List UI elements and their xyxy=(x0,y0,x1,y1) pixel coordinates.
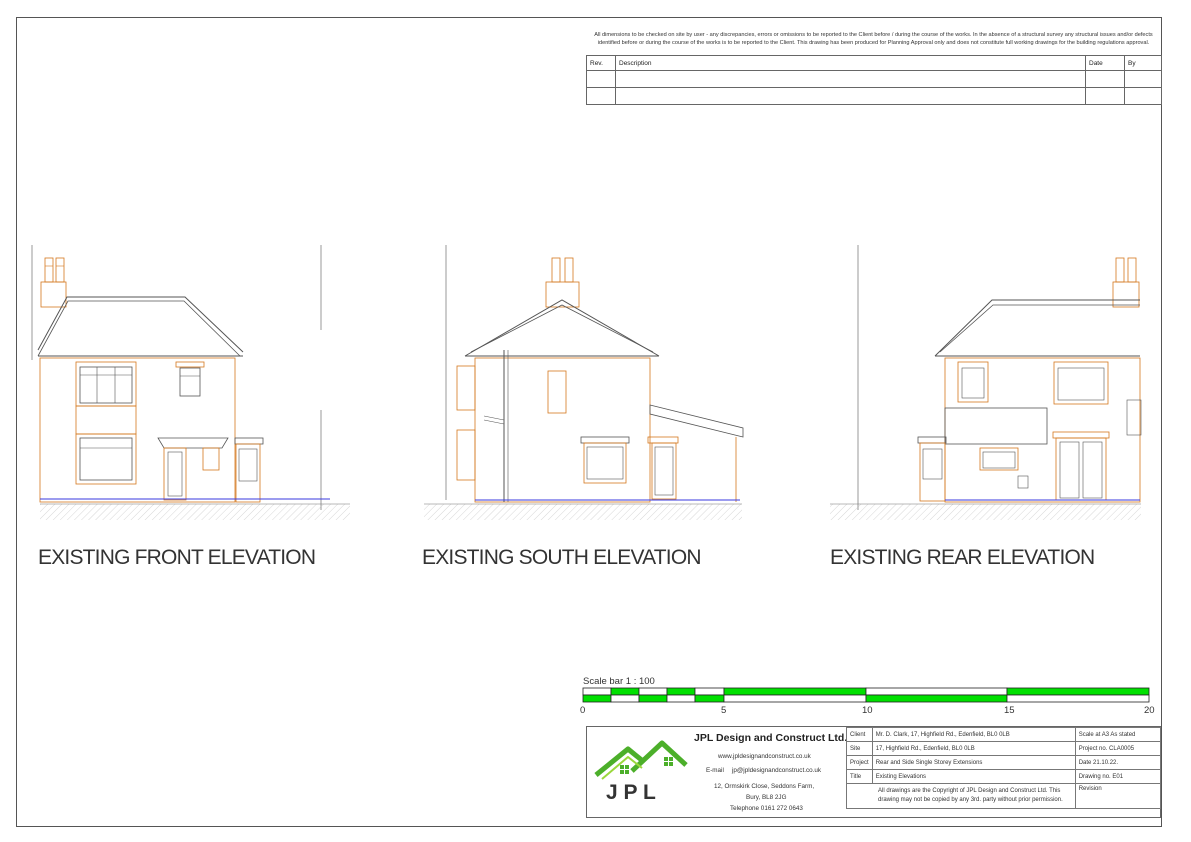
copyright-notice: All drawings are the Copyright of JPL De… xyxy=(846,783,1076,809)
disclaimer-notes: All dimensions to be checked on site by … xyxy=(586,31,1161,54)
client-value: Mr. D. Clark, 17, Highfield Rd., Edenfie… xyxy=(871,727,1076,742)
copyright-line-1: All drawings are the Copyright of JPL De… xyxy=(878,788,1061,794)
client-label: Client xyxy=(846,727,873,742)
address-line-1: 12, Ormskirk Close, Seddons Farm, xyxy=(714,783,815,790)
chimney xyxy=(545,257,580,308)
south-elevation-title: EXISTING SOUTH ELEVATION xyxy=(422,546,702,569)
date-value: Date 21.10.22. xyxy=(1074,755,1162,770)
scale-bar-label: Scale bar 1 : 100 xyxy=(583,676,655,687)
front-porch xyxy=(157,437,229,501)
logo-text: J P L xyxy=(606,781,656,804)
chimney xyxy=(1112,257,1140,308)
revision-value: Revision xyxy=(1074,783,1162,809)
drawing-number: Drawing no. E01 xyxy=(1074,769,1162,784)
scale-tick-20: 20 xyxy=(1144,705,1155,716)
jpl-logo: J P L xyxy=(594,740,688,804)
lower-bay-window xyxy=(75,433,137,485)
front-elevation xyxy=(31,245,350,520)
upper-bay-window xyxy=(75,361,137,407)
project-number: Project no. CLA0005 xyxy=(1074,741,1162,756)
email-label: E-mail xyxy=(706,767,724,774)
disclaimer-line-1: All dimensions to be checked on site by … xyxy=(594,32,1153,38)
title-block xyxy=(586,726,1161,818)
scale-tick-15: 15 xyxy=(1004,705,1015,716)
project-info-table: Client Mr. D. Clark, 17, Highfield Rd., … xyxy=(846,727,1162,809)
title-label: Title xyxy=(846,769,873,784)
company-name: JPL Design and Construct Ltd. xyxy=(694,732,848,744)
company-website[interactable]: www.jpldesignandconstruct.co.uk xyxy=(718,753,811,760)
title-value: Existing Elevations xyxy=(871,769,1076,784)
company-email[interactable]: jp@jpldesignandconstruct.co.uk xyxy=(732,767,822,774)
scale-value: Scale at A3 As stated xyxy=(1074,727,1162,742)
patio-doors xyxy=(1052,431,1110,501)
revision-table: Rev. Description Date By xyxy=(586,55,1162,105)
side-window xyxy=(580,436,630,484)
company-telephone: Telephone 0161 272 0643 xyxy=(730,805,803,812)
lean-to-extension xyxy=(647,404,744,502)
scale-bar xyxy=(582,687,1150,703)
chimney xyxy=(40,257,67,308)
disclaimer-line-2: identified before or during the course o… xyxy=(597,40,1150,46)
site-value: 17, Highfield Rd., Edenfield, BL0 0LB xyxy=(871,741,1076,756)
side-extension-rear xyxy=(917,436,947,502)
scale-tick-0: 0 xyxy=(580,705,586,716)
copyright-line-2: drawing may not be copied by any 3rd. pa… xyxy=(878,797,1063,803)
south-elevation xyxy=(424,245,744,520)
drawing-border xyxy=(16,17,1162,827)
rear-elevation-title: EXISTING REAR ELEVATION xyxy=(830,546,1095,569)
front-elevation-title: EXISTING FRONT ELEVATION xyxy=(38,546,316,569)
small-window xyxy=(175,361,205,397)
address-line-2: Bury, BL8 2JG xyxy=(746,794,787,801)
project-value: Rear and Side Single Storey Extensions xyxy=(871,755,1076,770)
scale-tick-5: 5 xyxy=(721,705,727,716)
side-extension-front xyxy=(234,437,264,503)
scale-tick-10: 10 xyxy=(862,705,873,716)
project-label: Project xyxy=(846,755,873,770)
rear-elevation xyxy=(830,245,1142,520)
site-label: Site xyxy=(846,741,873,756)
rev-cell xyxy=(1124,87,1162,105)
